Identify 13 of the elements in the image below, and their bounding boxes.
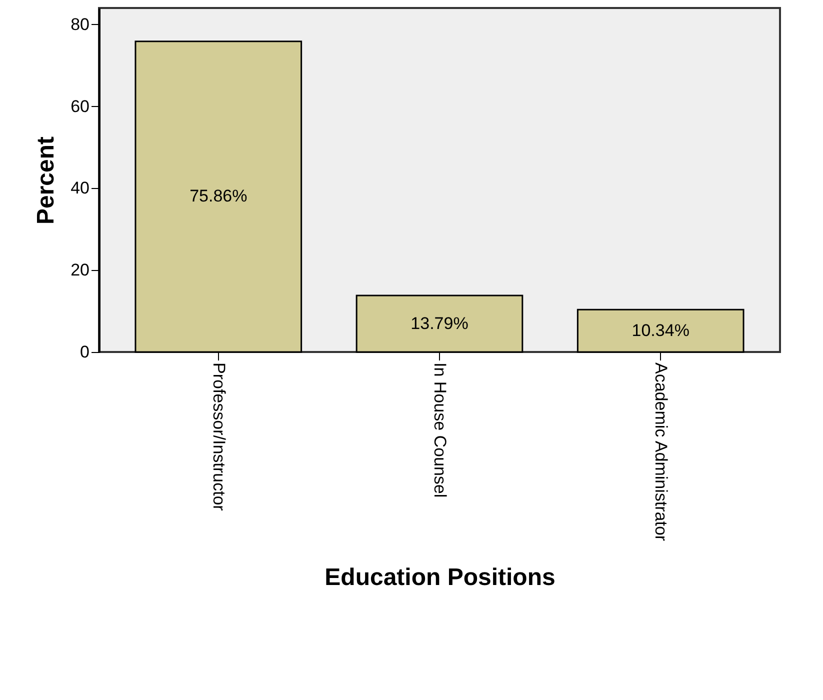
y-tick-label: 40 xyxy=(70,178,90,198)
y-tick-label: 60 xyxy=(70,96,90,116)
x-axis-title: Education Positions xyxy=(324,564,556,592)
data-label: 75.86% xyxy=(190,186,248,206)
y-axis-title: Percent xyxy=(32,136,60,225)
y-tick-label: 80 xyxy=(70,14,90,34)
x-tick-label: Professor/Instructor xyxy=(209,362,228,512)
x-tick-label: Academic Administrator xyxy=(652,362,671,542)
data-label: 13.79% xyxy=(410,314,468,333)
y-tick-label: 20 xyxy=(70,260,90,280)
data-label: 10.34% xyxy=(632,320,690,340)
x-tick-label: In House Counsel xyxy=(430,362,450,498)
y-tick-label: 0 xyxy=(80,342,90,362)
